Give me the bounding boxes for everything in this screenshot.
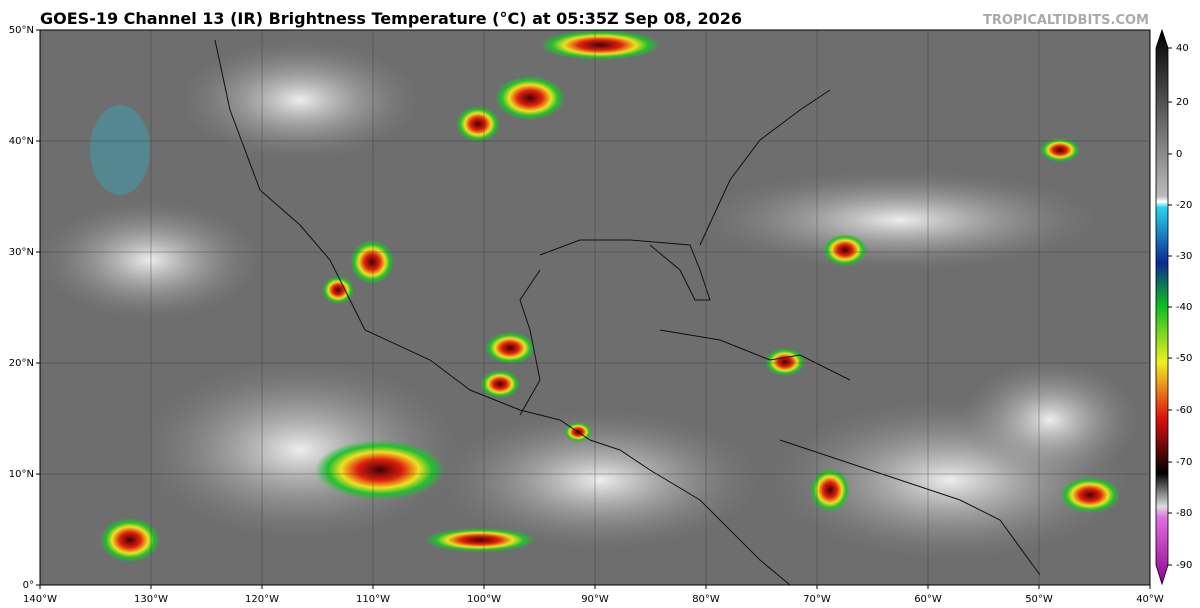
colorbar-label: -40 (1176, 302, 1192, 313)
colorbar-label: -20 (1176, 200, 1192, 211)
y-tick-label: 30°N (9, 247, 34, 258)
x-tick-label: 70°W (803, 594, 831, 605)
colorbar-scale (1155, 28, 1169, 586)
y-tick-label: 0° (23, 580, 34, 591)
colorbar-label: -30 (1176, 251, 1192, 262)
x-tick-label: 100°W (467, 594, 501, 605)
colorbar-label: 20 (1176, 97, 1189, 108)
x-tick-label: 40°W (1136, 594, 1164, 605)
coastlines (214, 39, 1041, 586)
y-tick-label: 50°N (9, 25, 34, 36)
colorbar-label: 0 (1176, 149, 1182, 160)
colorbar (1155, 28, 1169, 586)
colorbar-label: -60 (1176, 405, 1192, 416)
x-tick-label: 50°W (1025, 594, 1053, 605)
colorbar-label: -70 (1176, 457, 1192, 468)
x-tick-label: 110°W (356, 594, 390, 605)
x-tick-label: 80°W (692, 594, 720, 605)
x-tick-label: 120°W (245, 594, 279, 605)
y-tick-label: 40°N (9, 136, 34, 147)
x-tick-label: 90°W (581, 594, 609, 605)
colorbar-label: -80 (1176, 508, 1192, 519)
title: GOES-19 Channel 13 (IR) Brightness Tempe… (40, 9, 742, 28)
colorbar-label: -50 (1176, 353, 1192, 364)
y-tick-label: 20°N (9, 358, 34, 369)
x-tick-label: 60°W (914, 594, 942, 605)
watermark: TROPICALTIDBITS.COM (983, 13, 1149, 28)
y-tick-label: 10°N (9, 469, 34, 480)
colorbar-label: 40 (1176, 43, 1189, 54)
cloud-texture (40, 40, 1140, 560)
map-area (39, 29, 1151, 586)
convection (90, 30, 1120, 562)
x-tick-label: 130°W (134, 594, 168, 605)
colorbar-label: -90 (1176, 560, 1192, 571)
x-tick-label: 140°W (23, 594, 57, 605)
